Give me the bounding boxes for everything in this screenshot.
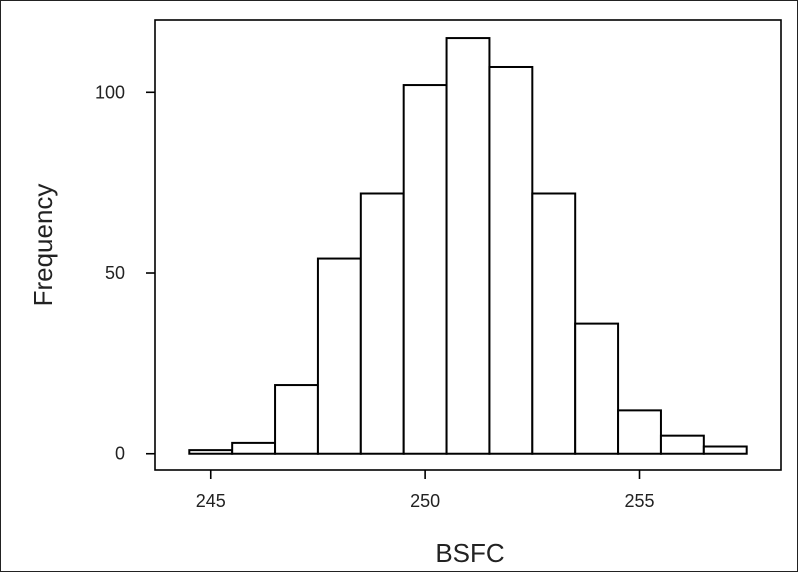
y-tick-label: 100 — [95, 82, 125, 102]
x-axis-title: BSFC — [435, 538, 504, 568]
histogram-bar — [617, 409, 662, 455]
histogram-bar — [402, 84, 448, 455]
histogram-bars — [188, 37, 748, 455]
y-axis-title: Frequency — [28, 184, 58, 307]
y-tick-label: 50 — [105, 263, 125, 283]
histogram-bar — [574, 322, 620, 455]
x-tick-label: 245 — [196, 491, 226, 511]
y-axis: 0 50 100 — [95, 82, 155, 464]
histogram-bar — [445, 37, 491, 455]
plot-area-border — [154, 19, 782, 471]
x-axis: 245 250 255 — [196, 470, 655, 511]
histogram-bar — [274, 384, 319, 455]
histogram-bar — [488, 65, 534, 455]
histogram-bar — [659, 434, 705, 455]
histogram-bar — [531, 192, 577, 455]
histogram-bar — [359, 192, 405, 455]
histogram-bar — [316, 257, 362, 455]
y-tick-label: 0 — [115, 444, 125, 464]
histogram-bar — [188, 449, 234, 455]
x-tick-label: 250 — [410, 491, 440, 511]
histogram-bar — [231, 441, 277, 455]
x-tick-label: 255 — [624, 491, 654, 511]
histogram-bar — [702, 445, 748, 455]
